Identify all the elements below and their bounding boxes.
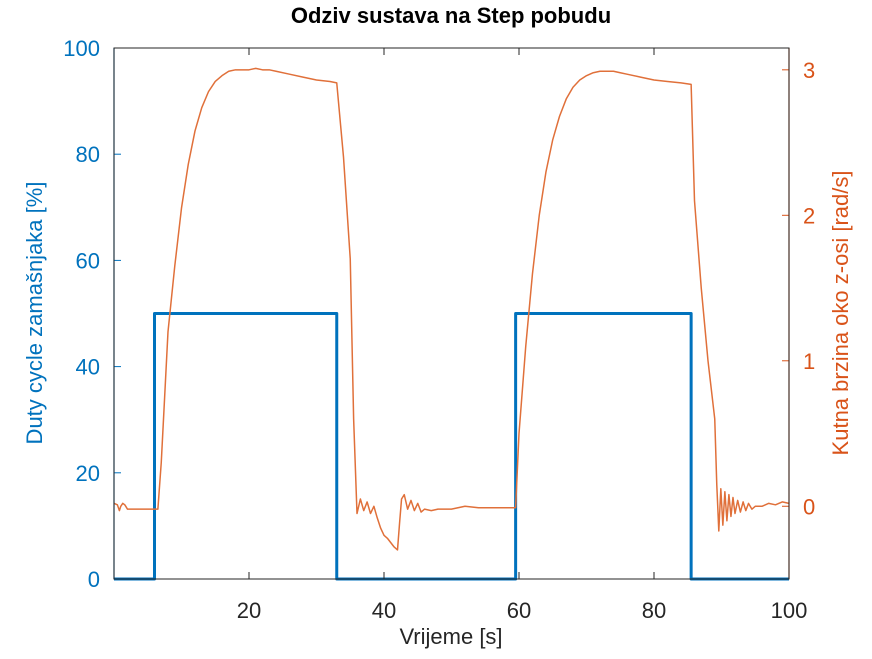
- chart-title: Odziv sustava na Step pobudu: [291, 3, 611, 28]
- y-axis-right-label: Kutna brzina oko z-osi [rad/s]: [828, 171, 853, 456]
- axes-box: [113, 47, 790, 580]
- x-tick-label: 80: [642, 598, 666, 623]
- x-tick-label: 40: [372, 598, 396, 623]
- y-left-tick-label: 80: [76, 142, 100, 167]
- y-left-tick-label: 40: [76, 355, 100, 380]
- y-right-tick-label: 2: [803, 203, 815, 228]
- y-right-tick-label: 0: [803, 494, 815, 519]
- x-tick-label: 100: [771, 598, 808, 623]
- y-right-tick-label: 1: [803, 349, 815, 374]
- y-left-tick-label: 0: [88, 567, 100, 592]
- y-left-tick-label: 100: [63, 36, 100, 61]
- axis-ticks: 20 40 60 80 100 0 20 40 60 80 100 0 1 2 3: [63, 36, 815, 623]
- duty-cycle-series-line: [114, 312, 789, 581]
- plot-area: [113, 67, 790, 581]
- y-right-tick-label: 3: [803, 58, 815, 83]
- x-tick-label: 20: [237, 598, 261, 623]
- angular-speed-series-line: [113, 67, 790, 551]
- x-tick-label: 60: [507, 598, 531, 623]
- y-axis-left-label: Duty cycle zamašnjaka [%]: [22, 182, 47, 445]
- y-left-tick-label: 20: [76, 461, 100, 486]
- x-axis-label: Vrijeme [s]: [399, 624, 502, 649]
- y-left-tick-label: 60: [76, 248, 100, 273]
